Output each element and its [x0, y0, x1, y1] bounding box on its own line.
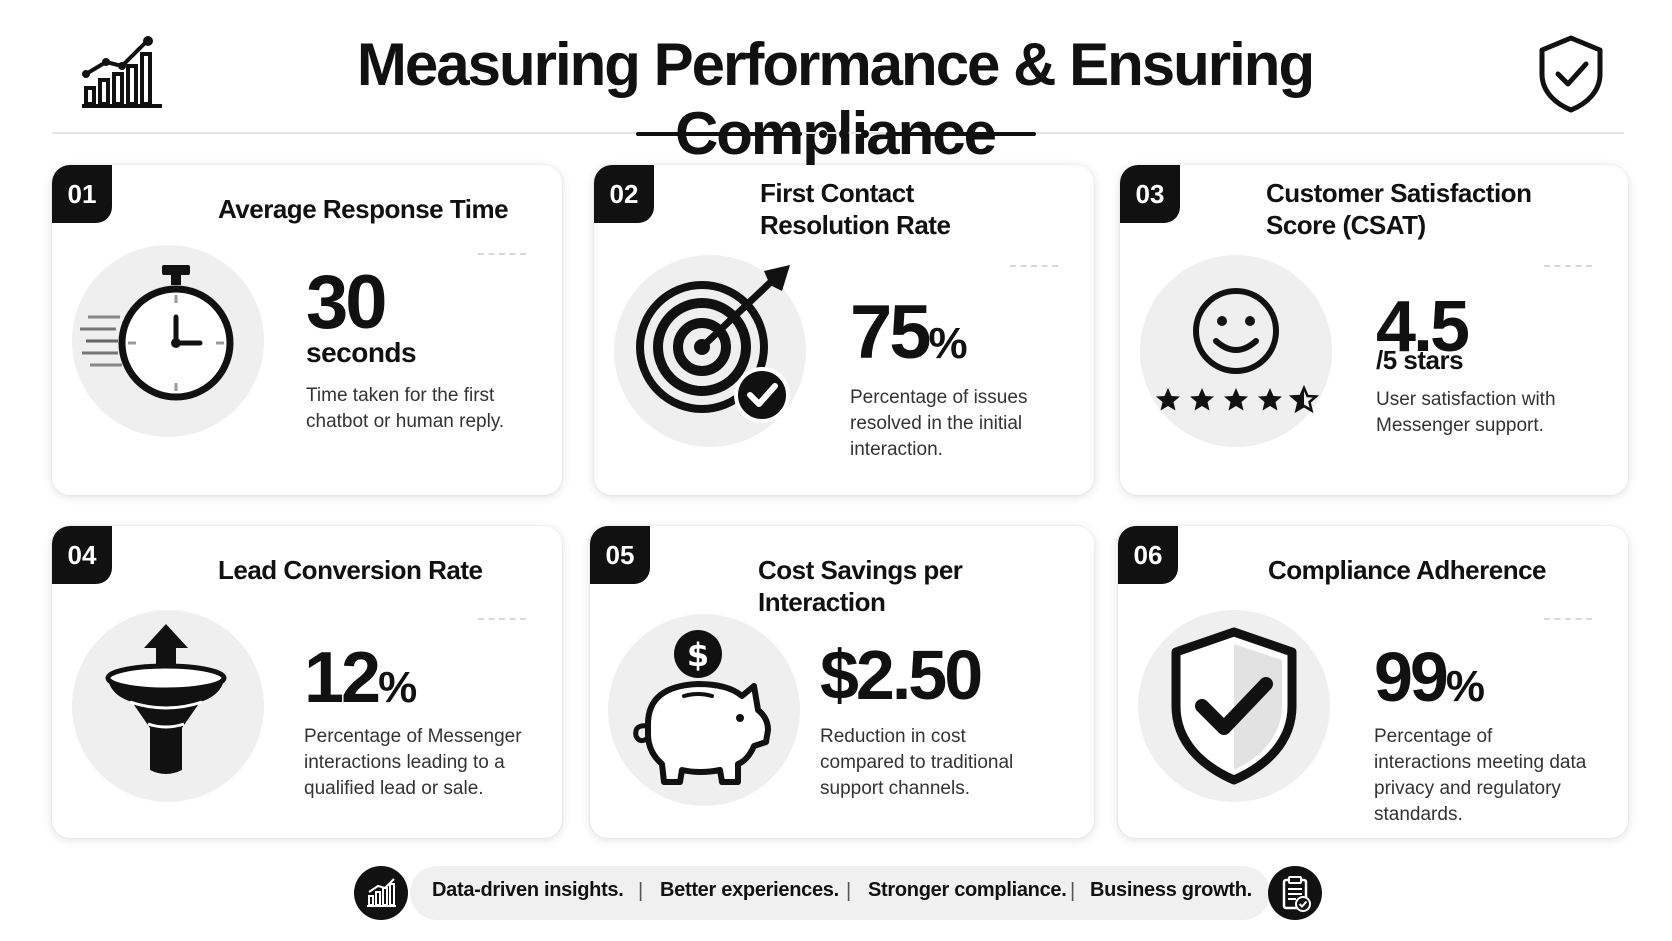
- metric-number: $2.50: [820, 636, 983, 714]
- stopwatch-icon: [80, 265, 234, 401]
- metric-description: Percentage of Messenger interactions lea…: [304, 726, 522, 799]
- metric-unit: seconds: [306, 337, 417, 368]
- footer-item-growth: Business growth.: [1090, 879, 1252, 901]
- card-title: Cost Savings per Interaction: [758, 555, 963, 617]
- metric-value: $2.50: [820, 640, 983, 710]
- metric-description: User satisfaction with Messenger support…: [1376, 389, 1556, 436]
- card-title: Customer Satisfaction Score (CSAT): [1266, 178, 1532, 240]
- metric-value: 4.5: [1376, 291, 1470, 363]
- metric-card-first-contact-resolution: 02 First Contact Resolution Rate 75% Per…: [594, 165, 1094, 495]
- shield-check-icon: [1539, 35, 1603, 113]
- smiley-stars-icon: [1156, 288, 1320, 414]
- icon-circle: [1138, 610, 1330, 802]
- metric-card-lead-conversion: 04 Lead Conversion Rate 12% Percentage o…: [52, 526, 562, 838]
- header-rule: [52, 132, 1624, 134]
- metric-value: 99%: [1374, 642, 1485, 712]
- icon-circle: [1140, 255, 1332, 447]
- metric-unit: /5 stars: [1376, 345, 1464, 375]
- card-number-badge: 02: [594, 165, 654, 223]
- metric-description: Reduction in cost compared to traditiona…: [820, 726, 1014, 799]
- clipboard-check-icon: [1282, 876, 1311, 912]
- divider-dash: [478, 618, 526, 620]
- divider-dash: [1544, 265, 1592, 267]
- icon-circle: [72, 245, 264, 437]
- divider-dash: [1010, 265, 1058, 267]
- metric-suffix: %: [928, 319, 968, 368]
- card-title: First Contact Resolution Rate: [760, 178, 951, 240]
- footer-chart-icon-badge: [354, 866, 408, 920]
- metric-card-csat: 03 Customer Satisfaction Score (CSAT) 4.…: [1120, 165, 1628, 495]
- bar-chart-icon: [367, 878, 396, 907]
- card-number-badge: 01: [52, 165, 112, 223]
- icon-circle: [72, 610, 264, 802]
- card-number-badge: 06: [1118, 526, 1178, 584]
- footer-clipboard-icon-badge: [1268, 866, 1322, 920]
- bar-chart-growth-icon: [82, 36, 162, 108]
- metric-description: Percentage of issues resolved in the ini…: [850, 387, 1028, 460]
- svg-text:$: $: [687, 636, 709, 674]
- footer-item-insights: Data-driven insights.: [432, 879, 624, 901]
- footer-bar: [410, 866, 1270, 920]
- footer-separator: |: [846, 880, 852, 902]
- card-number-badge: 05: [590, 526, 650, 584]
- card-number-badge: 03: [1120, 165, 1180, 223]
- card-title: Average Response Time: [218, 194, 509, 224]
- metric-value: 12%: [304, 642, 417, 714]
- divider-dash: [1544, 618, 1592, 620]
- card-title: Lead Conversion Rate: [218, 555, 483, 585]
- header: Measuring Performance & Ensuring Complia…: [0, 0, 1672, 167]
- metric-suffix: %: [1445, 662, 1485, 711]
- piggy-bank-icon: $: [633, 630, 771, 785]
- metric-value: 75%: [850, 295, 968, 371]
- footer-item-experiences: Better experiences.: [660, 879, 839, 901]
- metric-card-cost-savings: 05 Cost Savings per Interaction $ $2.50 …: [590, 526, 1094, 838]
- footer-separator: |: [1070, 880, 1076, 902]
- shield-check-icon: [1171, 627, 1297, 785]
- metric-description: Time taken for the first chatbot or huma…: [306, 385, 505, 432]
- metric-card-compliance-adherence: 06 Compliance Adherence 99% Percentage o…: [1118, 526, 1628, 838]
- metric-number: 75: [850, 290, 932, 375]
- metric-description: Percentage of interactions meeting data …: [1374, 726, 1587, 825]
- metric-number: 4.5: [1376, 287, 1470, 367]
- funnel-arrow-icon: [105, 624, 227, 774]
- metric-card-response-time: 01 Average Response Time 30 seconds Time…: [52, 165, 562, 495]
- page-title: Measuring Performance & Ensuring Complia…: [356, 31, 1315, 167]
- metric-number: 30: [306, 260, 388, 345]
- metric-suffix: %: [378, 663, 417, 712]
- footer-separator: |: [638, 880, 644, 902]
- metric-number: 99: [1374, 638, 1449, 716]
- icon-circle: $: [608, 614, 800, 806]
- title-divider: [636, 129, 1036, 139]
- footer-item-compliance: Stronger compliance.: [868, 879, 1067, 901]
- metric-number: 12: [304, 638, 381, 718]
- target-check-icon: [636, 265, 790, 423]
- card-number-badge: 04: [52, 526, 112, 584]
- metric-value: 30: [306, 265, 388, 341]
- divider-dash: [478, 253, 526, 255]
- card-title: Compliance Adherence: [1268, 555, 1547, 585]
- icon-circle: [614, 255, 806, 447]
